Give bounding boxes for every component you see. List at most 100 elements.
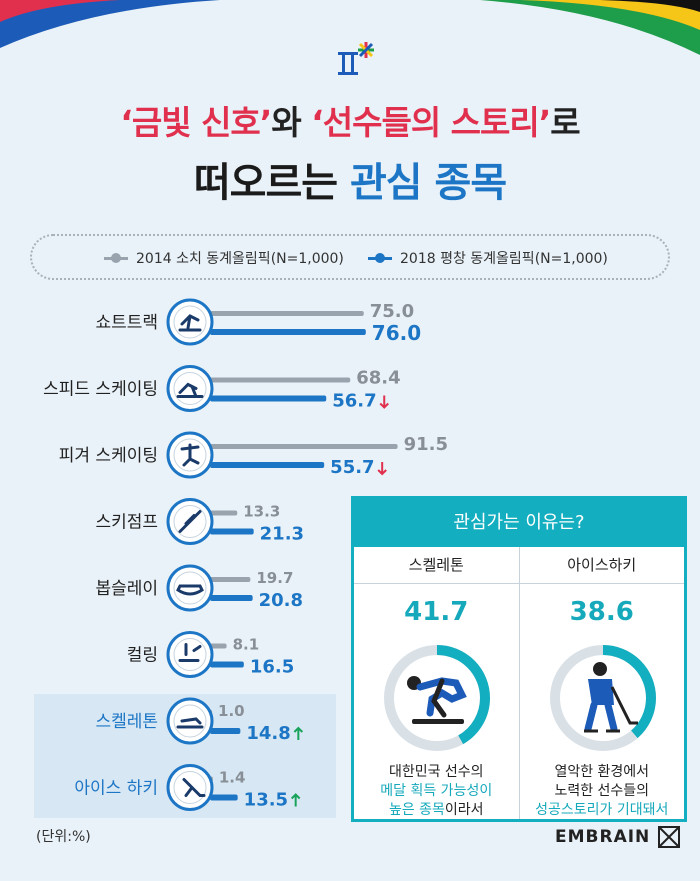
reason-item-value: 38.6	[569, 597, 634, 627]
unit-label: (단위:%)	[36, 829, 91, 845]
reason-item-name: 스켈레톤	[354, 547, 519, 584]
speed-skating-icon	[176, 382, 204, 398]
category-label: 봅슬레이	[95, 579, 158, 599]
reason-skeleton: 스켈레톤 41.7 대한민국 선수의 메달 획득 가능성이 높은 종목이라서	[354, 547, 519, 819]
value-label-2014: 19.7	[256, 569, 293, 587]
short-track-icon	[178, 314, 202, 332]
title-line-2: 떠오르는 관심 종목	[0, 150, 700, 208]
bobsleigh-icon	[176, 584, 204, 596]
desc-line-end: 이라서	[444, 802, 484, 818]
bar-2018	[210, 329, 366, 335]
value-label-2018: 13.5	[244, 790, 288, 811]
bar-2014	[210, 444, 398, 449]
bar-2018	[210, 595, 253, 601]
desc-line-highlight: 성공스토리가 기대돼서	[535, 802, 669, 818]
trend-down-arrow-icon	[377, 462, 387, 476]
title-highlight-story: ‘선수들의 스토리’	[311, 103, 551, 142]
legend: 2014 소치 동계올림픽(N=1,000) 2018 평창 동계올림픽(N=1…	[30, 234, 670, 280]
title-text: 로	[550, 103, 580, 142]
reason-item-value: 41.7	[404, 597, 469, 627]
value-label-2018: 20.8	[259, 590, 303, 611]
ring-progress	[549, 645, 656, 751]
value-label-2014: 8.1	[233, 636, 260, 654]
desc-line-highlight: 높은 종목	[388, 802, 445, 818]
bar-2014	[210, 577, 251, 582]
embrain-logo-icon	[658, 826, 681, 848]
brand-name: EMBRAIN	[555, 827, 651, 847]
value-label-2018: 21.3	[260, 524, 304, 545]
desc-line-highlight: 메달 획득 가능성이	[380, 783, 493, 799]
bar-2018	[210, 462, 325, 468]
title-highlight-interest: 관심 종목	[350, 160, 507, 206]
title-highlight-gold: ‘금빛 신호’	[120, 103, 272, 142]
icon-inner	[173, 372, 207, 405]
value-label-2018: 56.7	[332, 391, 376, 412]
value-label-2018: 14.8	[246, 723, 290, 744]
reason-item-desc: 열악한 환경에서 노력한 선수들의 성공스토리가 기대돼서	[520, 763, 685, 820]
hockey-player-icon	[549, 645, 656, 751]
bar-2014	[210, 311, 364, 316]
desc-line: 대한민국 선수의	[388, 764, 484, 780]
ski-jump-icon	[178, 510, 202, 533]
desc-line: 노력한 선수들의	[554, 783, 650, 799]
chart-row: 컬링 8.1 16.5	[127, 631, 294, 678]
category-label: 스켈레톤	[95, 712, 158, 732]
chart-row: 스켈레톤 1.014.8	[95, 697, 304, 745]
legend-label-2014: 2014 소치 동계올림픽(N=1,000)	[136, 251, 344, 267]
ice-hockey-icon	[182, 778, 206, 797]
skeleton-icon	[176, 717, 204, 729]
chart-row: 스피드 스케이팅 68.456.7	[43, 365, 401, 412]
value-label-2014: 1.0	[218, 702, 245, 720]
chart-row: 피겨 스케이팅 91.5 55.7	[59, 431, 448, 479]
legend-marker-gray	[104, 253, 128, 263]
bar-2018	[210, 528, 254, 535]
trend-down-arrow-icon	[379, 395, 389, 409]
value-label-2014: 75.0	[370, 301, 414, 322]
chart-row: 쇼트트랙 75.076.0	[95, 298, 421, 346]
chart-row: 봅슬레이 19.7 20.8	[95, 564, 303, 612]
chart-row: 아이스 하키 1.4 13.5	[74, 764, 301, 811]
reason-panel-title: 관심가는 이유는?	[354, 499, 684, 547]
title-text: 떠오르는	[193, 160, 350, 206]
category-label: 쇼트트랙	[95, 313, 158, 333]
bar-2018	[210, 395, 327, 402]
reason-item-desc: 대한민국 선수의 메달 획득 가능성이 높은 종목이라서	[354, 763, 519, 820]
curling-icon	[178, 643, 202, 662]
title-text: 와	[271, 103, 312, 142]
brand: EMBRAIN	[555, 826, 681, 848]
ring-progress	[384, 645, 490, 751]
trend-up-arrow-icon	[290, 793, 301, 807]
value-label-2014: 68.4	[356, 368, 400, 389]
bar-2014	[210, 510, 238, 516]
desc-line: 열악한 환경에서	[554, 764, 650, 780]
legend-label-2018: 2018 평창 동계올림픽(N=1,000)	[400, 251, 608, 267]
category-label: 스키점프	[95, 513, 158, 533]
legend-marker-blue	[368, 253, 392, 263]
reason-item-name: 아이스하키	[519, 547, 684, 584]
icon-inner	[173, 638, 207, 671]
category-label: 컬링	[127, 646, 158, 666]
value-label-2018: 76.0	[372, 321, 421, 345]
category-label: 아이스 하키	[74, 779, 158, 799]
olympic-stripes-decoration	[0, 0, 700, 55]
legend-item-2014: 2014 소치 동계올림픽(N=1,000)	[104, 248, 344, 268]
pyeongchang-logo	[338, 42, 374, 75]
icon-inner	[173, 571, 207, 605]
value-label-2014: 1.4	[219, 769, 246, 787]
value-label-2018: 16.5	[250, 657, 294, 678]
bar-2018	[210, 794, 238, 801]
value-label-2014: 13.3	[243, 503, 280, 521]
bar-2014	[210, 377, 351, 383]
title-line-1: ‘금빛 신호’와 ‘선수들의 스토리’로	[0, 96, 700, 144]
value-label-2018: 55.7	[330, 457, 374, 478]
bar-2018	[210, 661, 244, 668]
skeleton-athlete-icon	[384, 645, 490, 751]
figure-skating-icon	[180, 443, 200, 467]
category-label: 스피드 스케이팅	[43, 380, 158, 400]
bar-chart: 쇼트트랙 75.076.0 스피드 스케이팅 68.456.7 피겨 스케이팅 91.5 5…	[43, 298, 448, 811]
reason-panel: 관심가는 이유는? 스켈레톤 41.7 대한민국 선수의 메달 획득 가능성이 …	[351, 496, 687, 822]
legend-item-2018: 2018 평창 동계올림픽(N=1,000)	[368, 248, 608, 268]
value-label-2014: 91.5	[404, 434, 448, 455]
trend-up-arrow-icon	[293, 726, 304, 740]
chart-row: 스키점프 13.3 21.3	[95, 498, 304, 545]
